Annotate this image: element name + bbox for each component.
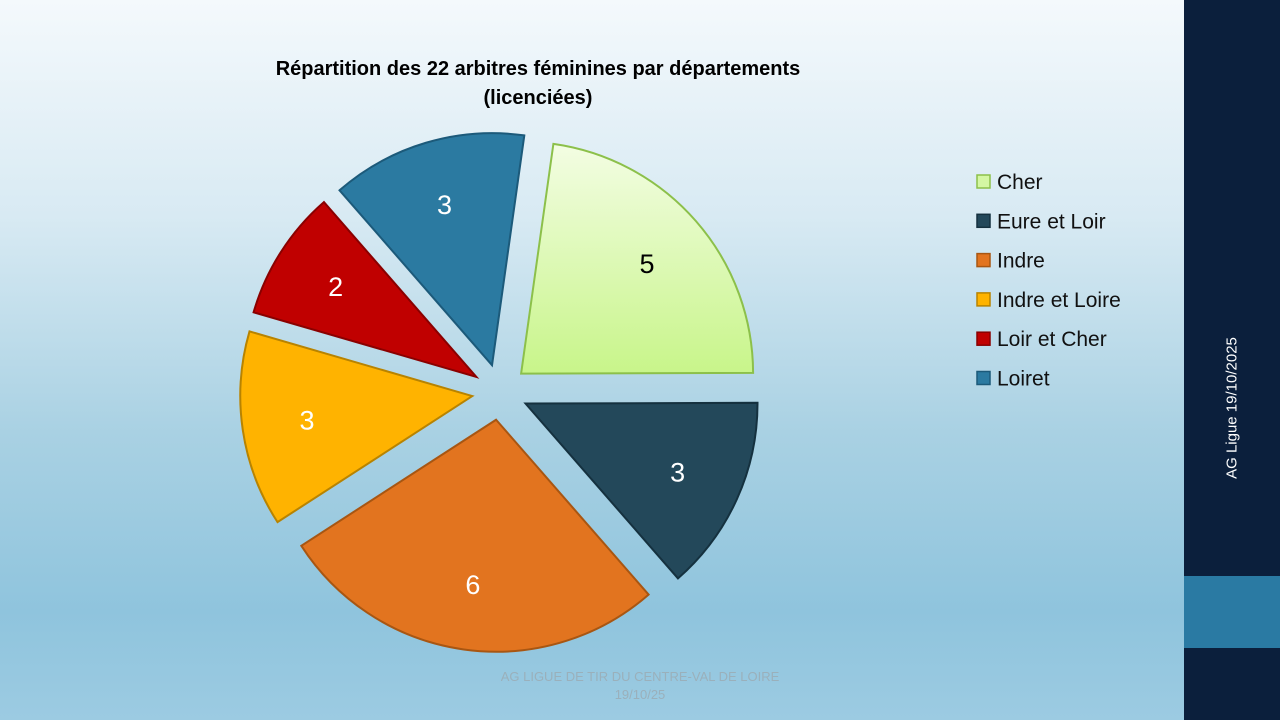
footer-line-2: 19/10/25 bbox=[614, 687, 666, 702]
pie-slice-loiret bbox=[338, 132, 526, 368]
chart-legend: Cher Eure et Loir Indre Indre et Loire Loir … bbox=[976, 171, 1121, 391]
pie-slice-cher bbox=[519, 142, 755, 375]
legend-label-eure-et-loir: Eure et Loir bbox=[997, 210, 1106, 233]
legend-label-indre-et-loire: Indre et Loire bbox=[997, 289, 1121, 312]
data-label-indre: 6 bbox=[465, 570, 480, 600]
data-label-indre-et-loire: 3 bbox=[300, 405, 315, 435]
pie-slice-loir-et-cher bbox=[252, 200, 480, 379]
legend-swatch-indre bbox=[976, 252, 991, 268]
pie-slice-eure-et-loir bbox=[523, 401, 759, 580]
sidebar: AG Ligue 19/10/2025 bbox=[1184, 0, 1280, 720]
legend-label-cher: Cher bbox=[997, 171, 1043, 194]
legend-label-indre: Indre bbox=[997, 250, 1045, 273]
data-label-cher: 5 bbox=[639, 249, 654, 279]
pie-slice-indre bbox=[299, 418, 650, 653]
data-label-loir-et-cher: 2 bbox=[328, 272, 343, 302]
legend-swatch-loir-et-cher bbox=[976, 331, 991, 346]
legend-swatch-cher bbox=[976, 174, 991, 189]
legend-label-loiret: Loiret bbox=[997, 368, 1050, 391]
chart-title-line-2: (licenciées) bbox=[484, 87, 593, 109]
legend-swatch-loiret bbox=[976, 370, 991, 386]
sidebar-vertical-text: AG Ligue 19/10/2025 bbox=[1223, 337, 1241, 479]
data-label-eure-et-loir: 3 bbox=[670, 457, 685, 487]
pie-chart: Répartition des 22 arbitres féminines pa… bbox=[239, 58, 1121, 653]
pie-slice-indre-et-loire bbox=[239, 330, 475, 524]
legend-swatch-indre-et-loire bbox=[976, 292, 991, 307]
pie-slices bbox=[239, 132, 759, 653]
legend-swatch-eure-et-loir bbox=[976, 213, 991, 229]
footer-line-1: AG LIGUE DE TIR DU CENTRE-VAL DE LOIRE bbox=[500, 669, 780, 684]
data-label-loiret: 3 bbox=[437, 190, 452, 220]
chart-title-line-1: Répartition des 22 arbitres féminines pa… bbox=[276, 58, 801, 80]
legend-label-loir-et-cher: Loir et Cher bbox=[997, 328, 1107, 351]
pie-data-labels: 5 3 6 3 2 3 bbox=[300, 190, 686, 600]
footer: AG LIGUE DE TIR DU CENTRE-VAL DE LOIRE 1… bbox=[480, 668, 800, 704]
chart-title: Répartition des 22 arbitres féminines pa… bbox=[276, 58, 801, 109]
sidebar-accent-block bbox=[1184, 576, 1280, 648]
